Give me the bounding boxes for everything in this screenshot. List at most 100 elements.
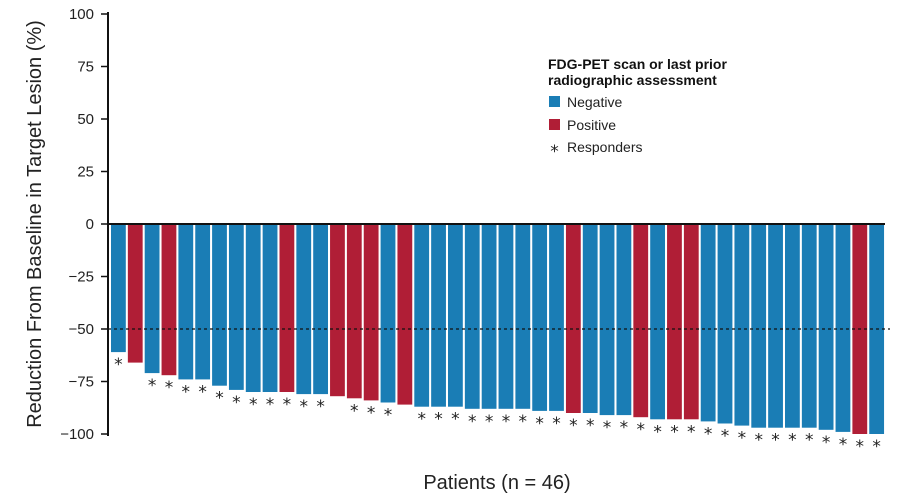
bar-patient-21	[448, 224, 463, 407]
bar-patient-29	[582, 224, 598, 413]
y-tick-label: −75	[69, 374, 94, 391]
responder-marks-group: * * * * * * * * * * * * * * * * * * * * * * * * * * * * * * * * * * * * * * * *…	[114, 355, 881, 457]
bar-patient-16	[363, 224, 379, 401]
x-axis-title: Patients (n = 46)	[423, 472, 570, 494]
bar-patient-7	[212, 224, 227, 386]
bar-patient-22	[464, 224, 480, 409]
responder-marker-patient-11: *	[283, 395, 292, 415]
y-tick-label: 75	[77, 59, 94, 76]
bar-patient-26	[532, 224, 548, 411]
responder-marker-patient-26: *	[535, 414, 544, 434]
bar-patient-37	[717, 224, 733, 424]
bar-patient-18	[397, 224, 413, 405]
y-ticks-group: 100 75 50 25 0 −25 −50 −75 −100	[60, 6, 108, 443]
legend-swatch-negative	[549, 96, 560, 107]
responder-marker-patient-23: *	[485, 412, 494, 432]
responder-marker-patient-31: *	[620, 418, 629, 438]
bar-patient-34	[667, 224, 682, 420]
responder-marker-patient-40: *	[771, 431, 780, 451]
y-axis-title: Reduction From Baseline in Target Lesion…	[24, 20, 46, 428]
responder-marker-patient-45: *	[856, 437, 865, 457]
responder-marker-patient-46: *	[872, 437, 881, 457]
responder-marker-patient-36: *	[704, 424, 713, 444]
bar-patient-10	[262, 224, 278, 392]
responder-marker-patient-19: *	[417, 410, 426, 430]
bar-patient-30	[599, 224, 615, 416]
bar-patient-20	[431, 224, 446, 407]
bar-patient-31	[616, 224, 632, 416]
y-tick-label: 25	[77, 164, 94, 181]
legend-swatch-positive	[549, 119, 560, 130]
bar-patient-32	[633, 224, 649, 418]
responder-marker-patient-7: *	[215, 389, 224, 409]
y-tick-label: −100	[60, 426, 94, 443]
bar-patient-17	[380, 224, 396, 403]
bar-patient-40	[768, 224, 783, 428]
bar-patient-13	[313, 224, 328, 395]
legend-label-responders: Responders	[567, 139, 643, 155]
legend-title-line-1: FDG-PET scan or last prior	[548, 56, 727, 72]
bar-patient-3	[144, 224, 160, 374]
y-tick-label: 100	[69, 6, 94, 23]
y-tick-label: 50	[77, 111, 94, 128]
responder-marker-patient-15: *	[350, 401, 359, 421]
responder-marker-patient-12: *	[300, 397, 309, 417]
responder-marker-patient-25: *	[519, 412, 528, 432]
bar-patient-14	[330, 224, 345, 397]
responder-marker-patient-5: *	[182, 382, 191, 402]
bar-patient-9	[245, 224, 261, 392]
bar-patient-39	[751, 224, 767, 428]
bar-patient-27	[549, 224, 564, 411]
responder-marker-patient-39: *	[754, 431, 763, 451]
responder-marker-patient-4: *	[165, 378, 174, 398]
responder-marker-patient-24: *	[502, 412, 511, 432]
bar-patient-1	[111, 224, 126, 353]
bar-patient-24	[498, 224, 514, 409]
bar-patient-8	[228, 224, 244, 390]
responder-marker-patient-41: *	[788, 431, 797, 451]
y-tick-label: 0	[86, 216, 94, 233]
bar-patient-36	[700, 224, 716, 422]
bar-patient-35	[683, 224, 699, 420]
responder-marker-patient-42: *	[805, 431, 814, 451]
responder-marker-patient-37: *	[721, 427, 730, 447]
responder-marker-patient-30: *	[603, 418, 612, 438]
responder-marker-patient-9: *	[249, 395, 258, 415]
bar-patient-25	[515, 224, 531, 409]
bar-patient-19	[414, 224, 430, 407]
responder-marker-patient-3: *	[148, 376, 157, 396]
legend: FDG-PET scan or last prior radiographic …	[548, 56, 727, 162]
bar-patient-41	[785, 224, 800, 428]
bar-patient-2	[127, 224, 143, 363]
responder-marker-patient-44: *	[839, 435, 848, 455]
responder-marker-patient-17: *	[384, 406, 393, 426]
responder-marker-patient-13: *	[316, 397, 325, 417]
y-tick-label: −25	[69, 269, 94, 286]
bar-patient-28	[565, 224, 581, 413]
responder-marker-patient-6: *	[198, 382, 207, 402]
responder-marker-patient-34: *	[670, 422, 679, 442]
bar-patient-5	[178, 224, 194, 380]
responder-marker-patient-1: *	[114, 355, 123, 375]
legend-label-positive: Positive	[567, 117, 616, 133]
legend-label-negative: Negative	[567, 94, 622, 110]
bar-patient-15	[346, 224, 362, 399]
responder-marker-patient-20: *	[434, 410, 443, 430]
responder-marker-patient-35: *	[687, 422, 696, 442]
bar-patient-42	[801, 224, 817, 428]
responder-marker-patient-22: *	[468, 412, 477, 432]
bar-patient-33	[650, 224, 665, 420]
bar-patient-43	[818, 224, 834, 430]
responder-marker-patient-38: *	[738, 429, 747, 449]
legend-asterisk-icon: *	[550, 142, 559, 162]
bar-patient-38	[734, 224, 750, 426]
responder-marker-patient-28: *	[569, 416, 578, 436]
bars-group	[111, 224, 885, 434]
y-tick-label: −50	[69, 321, 94, 338]
responder-marker-patient-27: *	[552, 414, 561, 434]
bar-patient-11	[279, 224, 295, 392]
responder-marker-patient-8: *	[232, 393, 241, 413]
responder-marker-patient-33: *	[653, 422, 662, 442]
responder-marker-patient-16: *	[367, 403, 376, 423]
